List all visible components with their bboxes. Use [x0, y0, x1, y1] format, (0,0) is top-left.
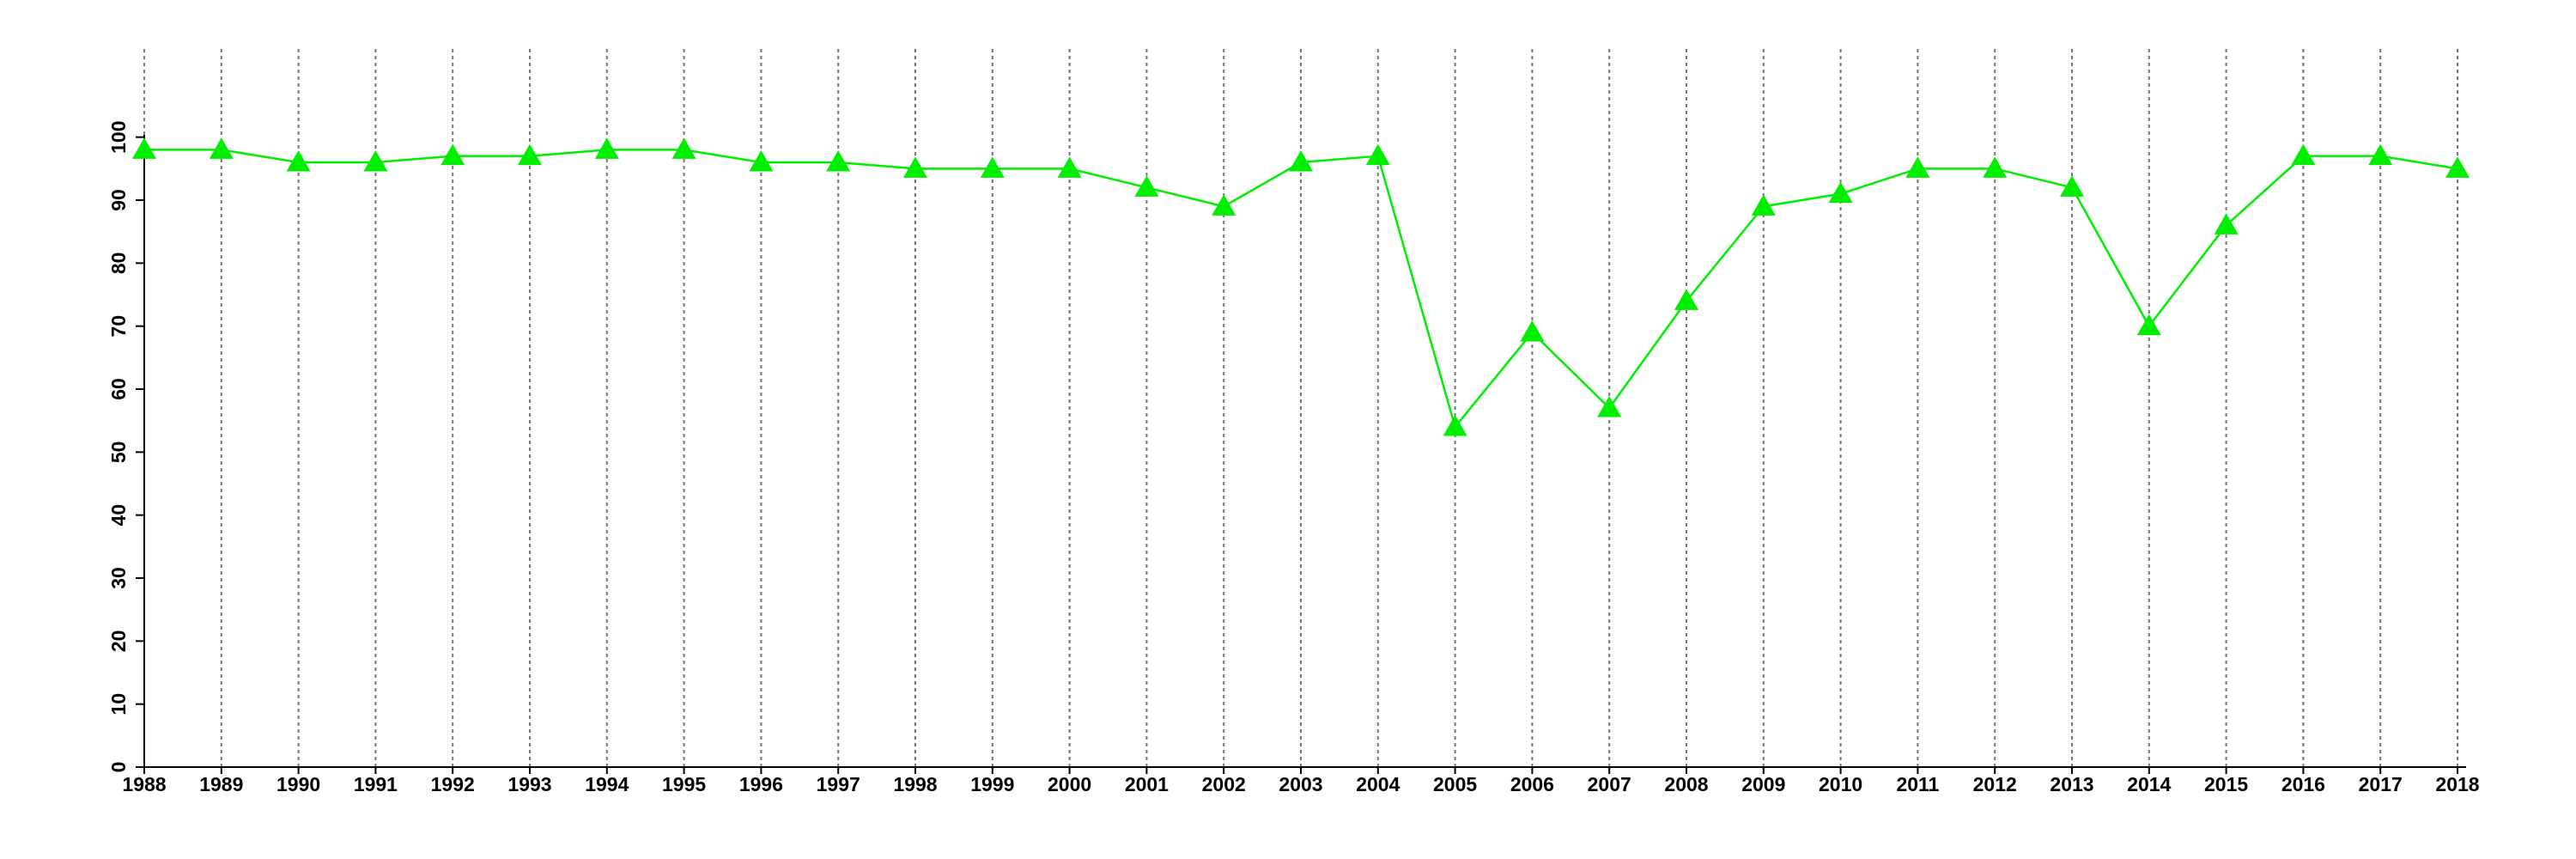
x-tick-label: 2001: [1125, 773, 1169, 795]
marker: [1983, 156, 2008, 178]
y-tick-label: 70: [107, 315, 130, 338]
marker: [1751, 194, 1776, 216]
marker: [2060, 175, 2084, 197]
marker: [749, 150, 774, 172]
x-tick-label: 1988: [122, 773, 166, 795]
x-tick-label: 2016: [2281, 773, 2325, 795]
marker: [980, 156, 1005, 178]
x-tick-label: 1995: [662, 773, 706, 795]
x-tick-label: 2000: [1048, 773, 1091, 795]
x-tick-label: 2004: [1356, 773, 1400, 795]
x-tick-label: 1998: [893, 773, 937, 795]
x-tick-label: 2009: [1741, 773, 1785, 795]
x-tick-label: 2018: [2435, 773, 2479, 795]
y-tick-label: 40: [107, 504, 130, 527]
marker: [903, 156, 927, 178]
x-tick-label: 1996: [739, 773, 783, 795]
marker: [1520, 320, 1545, 342]
x-tick-label: 1997: [817, 773, 860, 795]
x-tick-label: 1993: [507, 773, 551, 795]
x-tick-label: 1990: [276, 773, 320, 795]
x-tick-label: 1992: [431, 773, 475, 795]
y-tick-label: 50: [107, 442, 130, 464]
marker: [440, 143, 465, 166]
x-tick-label: 2003: [1279, 773, 1322, 795]
x-tick-label: 2010: [1819, 773, 1862, 795]
marker: [518, 143, 542, 166]
marker: [2291, 143, 2316, 166]
marker: [209, 137, 234, 159]
y-tick-label: 30: [107, 567, 130, 589]
x-tick-label: 1999: [970, 773, 1014, 795]
marker: [2214, 213, 2239, 235]
marker: [286, 150, 311, 172]
x-tick-label: 2013: [2050, 773, 2093, 795]
x-tick-label: 2012: [1973, 773, 2017, 795]
y-tick-label: 60: [107, 378, 130, 400]
x-tick-label: 2017: [2359, 773, 2403, 795]
x-tick-label: 1991: [354, 773, 398, 795]
y-tick-label: 20: [107, 631, 130, 653]
marker: [363, 150, 388, 172]
marker: [2368, 143, 2393, 166]
x-tick-label: 2002: [1202, 773, 1246, 795]
marker: [1365, 143, 1390, 166]
marker: [2136, 314, 2161, 336]
marker: [1289, 150, 1313, 172]
x-tick-label: 1989: [199, 773, 243, 795]
series-line: [144, 149, 2458, 430]
y-tick-label: 10: [107, 693, 130, 716]
x-tick-label: 2011: [1896, 773, 1939, 795]
marker: [594, 137, 619, 159]
x-tick-label: 2007: [1588, 773, 1631, 795]
marker: [1905, 156, 1930, 178]
x-tick-label: 1994: [585, 773, 629, 795]
marker: [1828, 181, 1853, 204]
marker: [1597, 396, 1622, 417]
x-tick-label: 2005: [1433, 773, 1477, 795]
marker: [1443, 415, 1467, 436]
x-tick-label: 2015: [2204, 773, 2248, 795]
x-tick-label: 2006: [1510, 773, 1554, 795]
y-tick-label: 100: [107, 120, 130, 153]
marker: [2445, 156, 2470, 178]
marker: [1212, 194, 1236, 216]
x-tick-label: 2008: [1664, 773, 1708, 795]
marker: [1134, 175, 1159, 197]
marker: [1674, 289, 1698, 310]
marker: [132, 137, 156, 159]
x-tick-label: 2014: [2127, 773, 2171, 795]
y-tick-label: 0: [107, 762, 130, 773]
marker: [826, 150, 851, 172]
y-tick-label: 90: [107, 189, 130, 211]
y-tick-label: 80: [107, 253, 130, 275]
marker: [1057, 156, 1082, 178]
marker: [671, 137, 696, 159]
